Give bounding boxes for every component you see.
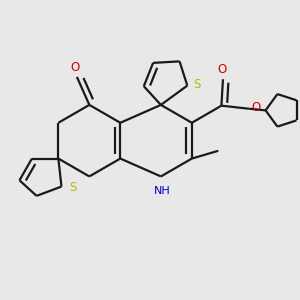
Text: S: S [194, 78, 201, 91]
Text: NH: NH [154, 186, 171, 197]
Text: O: O [218, 63, 227, 76]
Text: S: S [70, 181, 77, 194]
Text: O: O [252, 101, 261, 114]
Text: O: O [71, 61, 80, 74]
